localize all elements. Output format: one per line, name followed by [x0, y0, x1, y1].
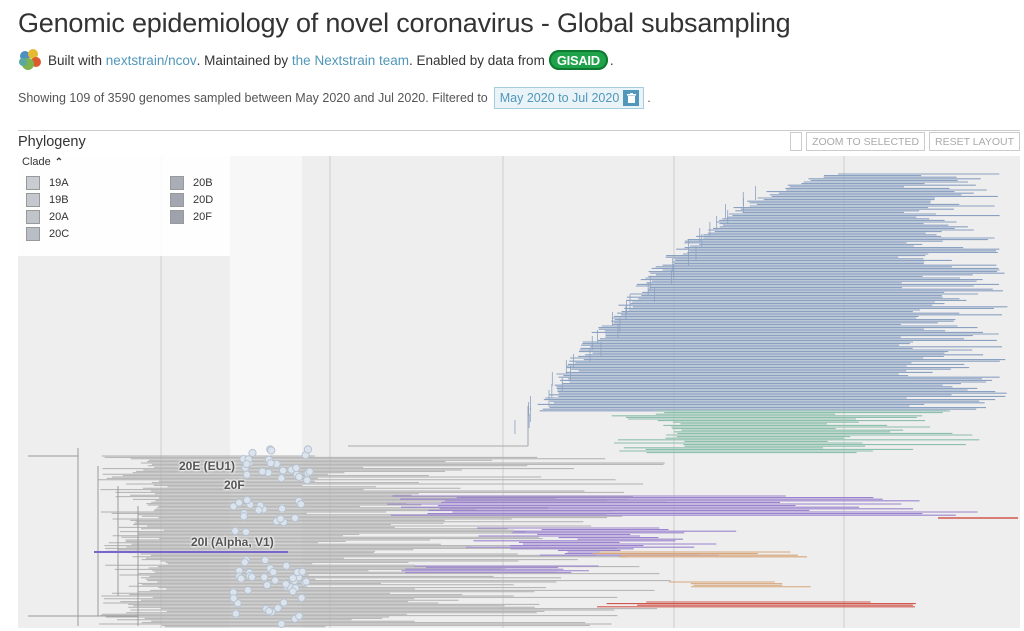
- zoom-icon[interactable]: [790, 132, 803, 151]
- legend-swatch: [26, 193, 40, 207]
- legend-label: 19A: [49, 177, 69, 189]
- ncov-link[interactable]: nextstrain/ncov: [105, 52, 197, 68]
- nextstrain-logo-icon: [19, 49, 41, 70]
- legend-item-19b[interactable]: 19B: [26, 193, 69, 207]
- tree-controls: ZOOM TO SELECTED RESET LAYOUT: [790, 132, 1020, 151]
- summary-text: Showing 109 of 3590 genomes sampled betw…: [18, 91, 488, 105]
- legend-item-20c[interactable]: 20C: [26, 227, 69, 241]
- legend-item-20a[interactable]: 20A: [26, 210, 69, 224]
- gisaid-logo[interactable]: GISAID: [548, 50, 608, 70]
- legend-item-20f[interactable]: 20F: [170, 210, 212, 224]
- legend-item-20d[interactable]: 20D: [170, 193, 213, 207]
- legend-toggle[interactable]: Clade ⌃: [22, 156, 63, 168]
- trash-icon[interactable]: [623, 90, 640, 106]
- nextstrain-team-link[interactable]: the Nextstrain team: [291, 52, 409, 68]
- chevron-up-icon: ⌃: [54, 156, 64, 168]
- enabled-text: . Enabled by data from: [408, 52, 545, 68]
- legend-label: 20C: [49, 228, 70, 240]
- filter-summary: Showing 109 of 3590 genomes sampled betw…: [18, 86, 651, 110]
- legend-swatch: [170, 210, 184, 224]
- byline-suffix: .: [609, 52, 614, 68]
- legend-swatch: [170, 193, 184, 207]
- clade-label-20i: 20I (Alpha, V1): [191, 535, 274, 549]
- maintained-text: . Maintained by: [196, 52, 289, 68]
- legend-label: 20D: [193, 194, 214, 206]
- clade-legend: Clade ⌃ 19A 19B 20A 20C 20B 20D 20F: [18, 156, 230, 256]
- legend-item-19a[interactable]: 19A: [26, 176, 69, 190]
- legend-swatch: [26, 176, 40, 190]
- legend-swatch: [26, 227, 40, 241]
- reset-layout-button[interactable]: RESET LAYOUT: [929, 132, 1020, 151]
- selected-tips: [229, 445, 314, 628]
- legend-label: 20F: [193, 211, 212, 223]
- summary-suffix: .: [647, 91, 651, 105]
- legend-label: 20A: [49, 211, 69, 223]
- built-with-text: Built with: [48, 52, 103, 68]
- clade-label-20e: 20E (EU1): [179, 459, 236, 473]
- legend-title: Clade: [22, 156, 51, 168]
- legend-item-20b[interactable]: 20B: [170, 176, 213, 190]
- legend-swatch: [26, 210, 40, 224]
- legend-swatch: [170, 176, 184, 190]
- tree-branches: [28, 173, 1018, 628]
- page-title: Genomic epidemiology of novel coronaviru…: [18, 8, 791, 38]
- panel-divider: [18, 130, 1020, 131]
- trash-glyph: [626, 93, 636, 103]
- date-filter-value: May 2020 to Jul 2020: [499, 91, 620, 105]
- byline: Built with nextstrain/ncov. Maintained b…: [18, 48, 614, 72]
- legend-label: 20B: [193, 177, 213, 189]
- zoom-to-selected-button[interactable]: ZOOM TO SELECTED: [806, 132, 926, 151]
- legend-label: 19B: [49, 194, 69, 206]
- phylogeny-tree[interactable]: [18, 156, 1020, 628]
- clade-label-20f: 20F: [224, 478, 245, 492]
- date-filter-badge[interactable]: May 2020 to Jul 2020: [493, 87, 645, 109]
- phylogeny-title: Phylogeny: [18, 134, 86, 150]
